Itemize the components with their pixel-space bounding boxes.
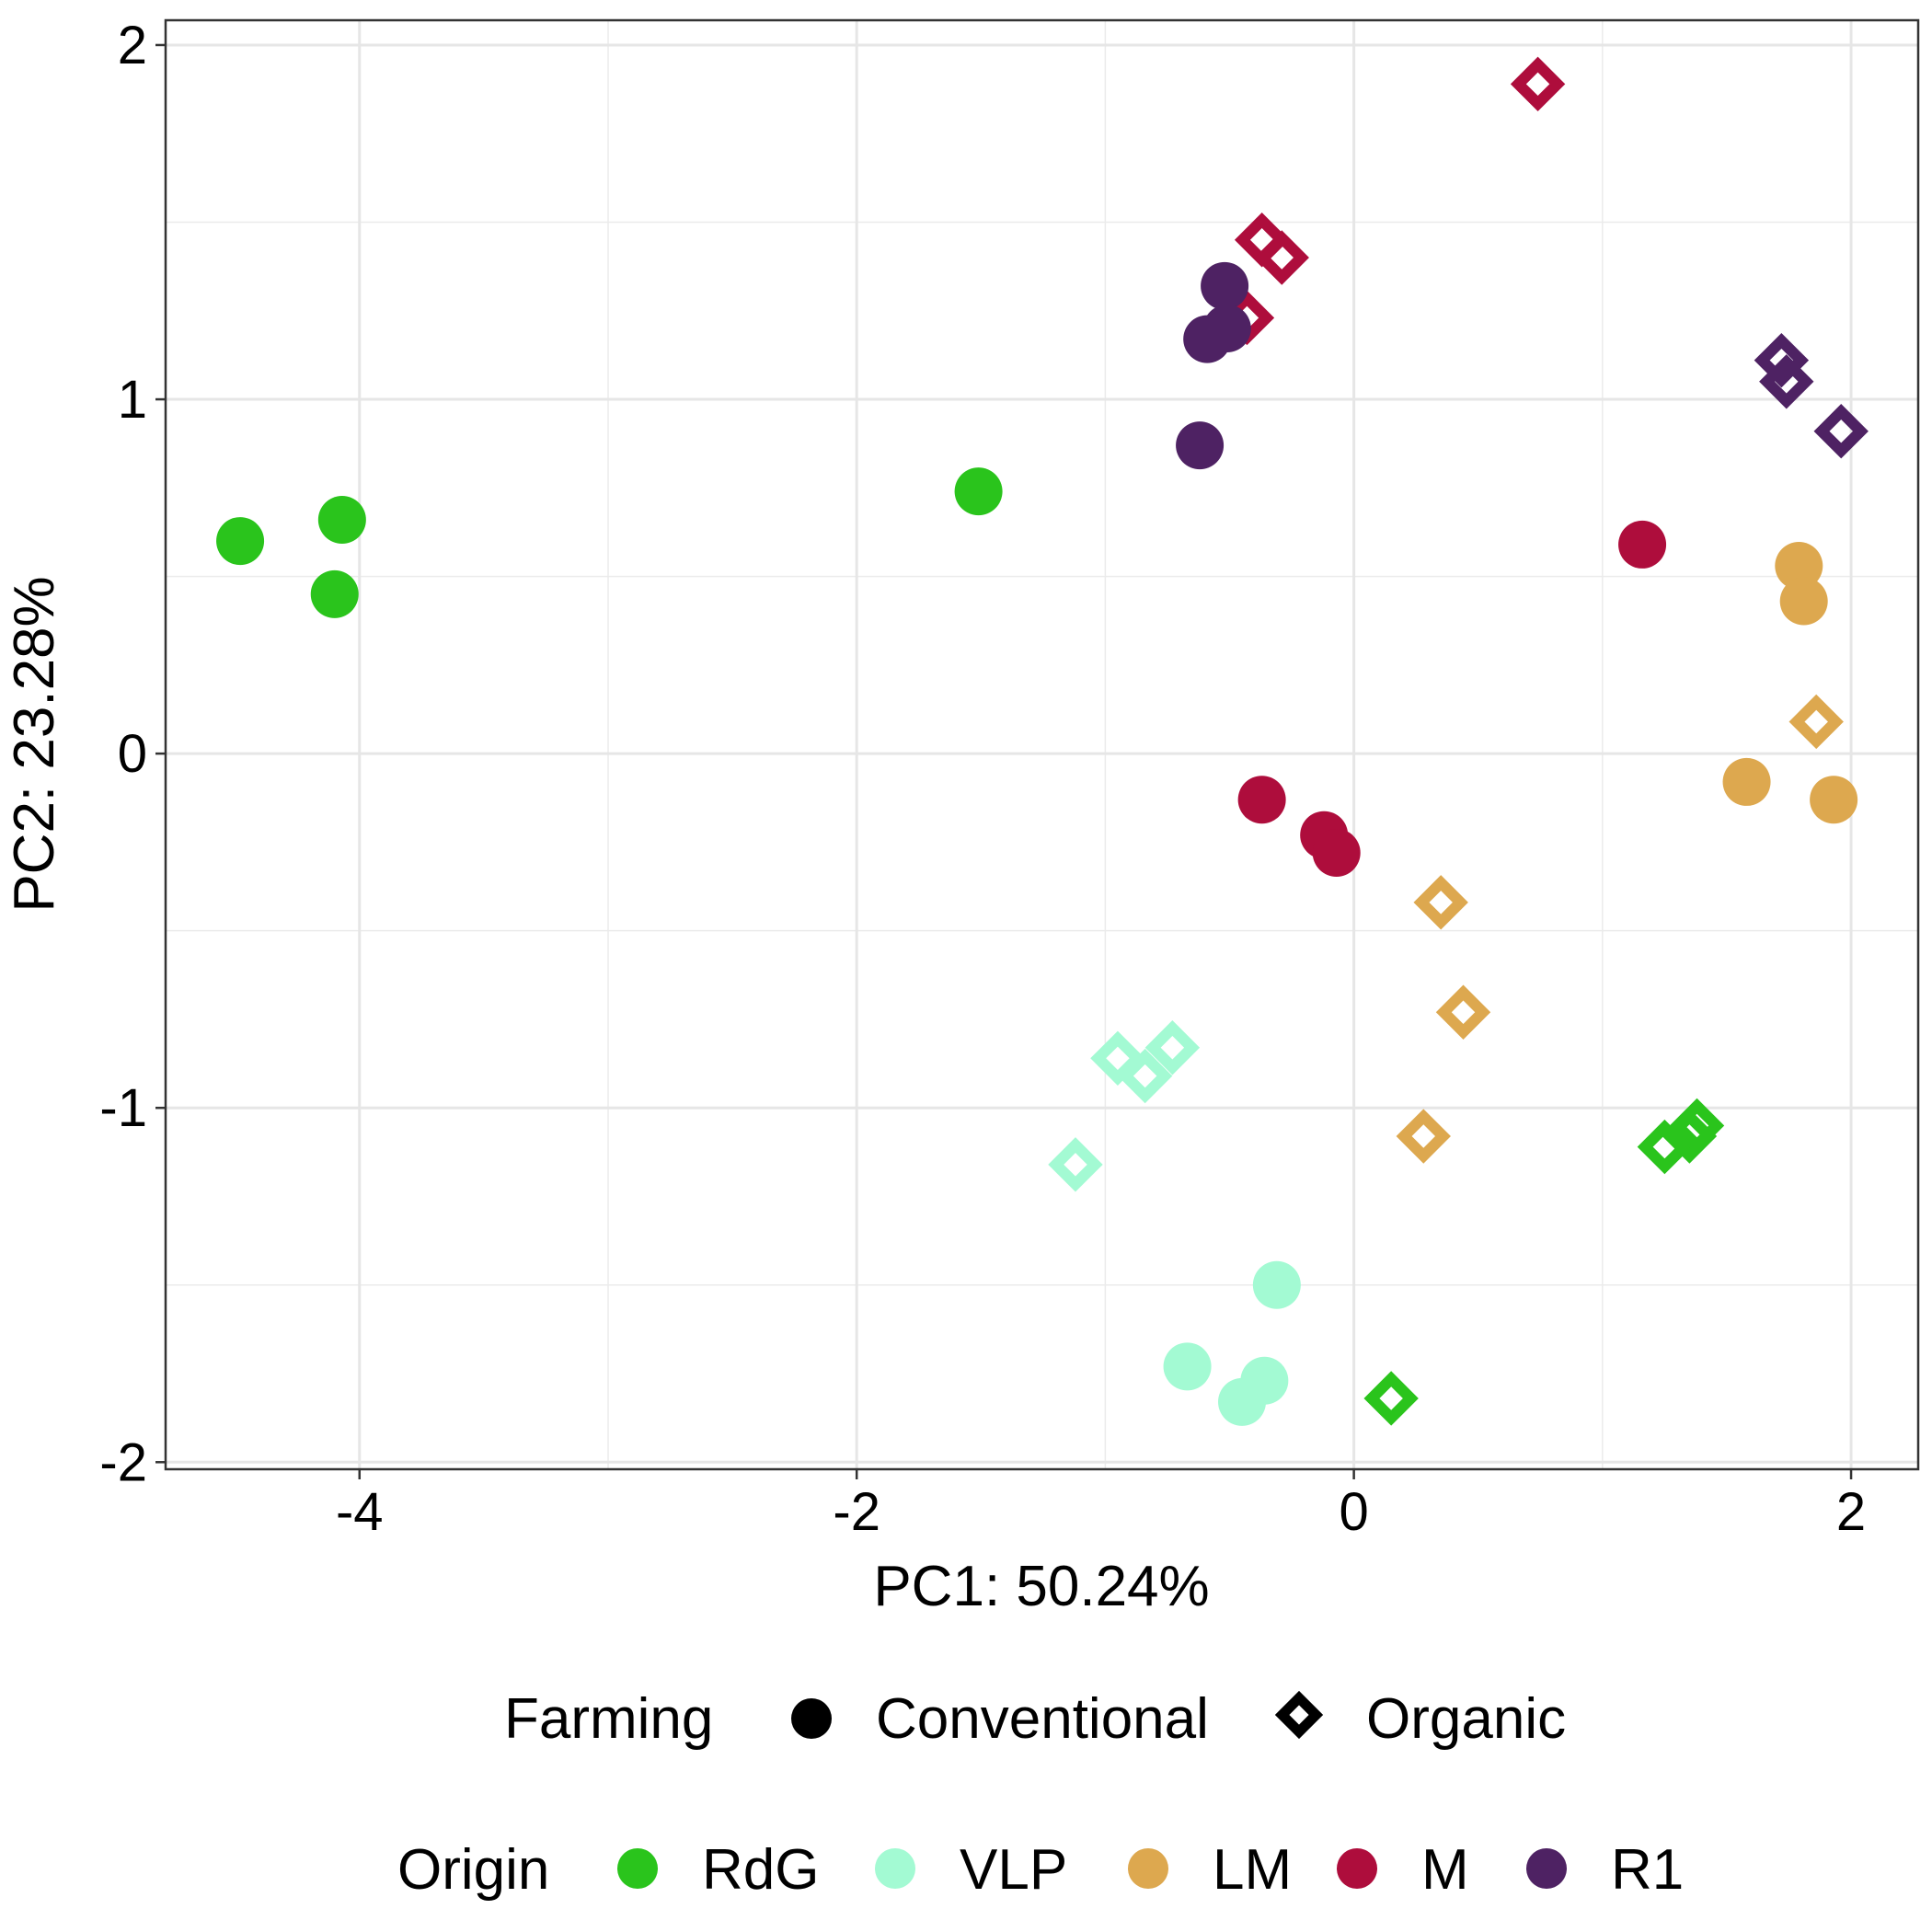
legend-organic-label: Organic xyxy=(1366,1687,1566,1751)
x-tick-label: -2 xyxy=(833,1482,880,1542)
point-m-conventional xyxy=(1312,828,1361,877)
y-tick-label: 1 xyxy=(118,370,147,430)
legend-r1-label: R1 xyxy=(1611,1838,1684,1902)
legend-r1-key xyxy=(1526,1848,1567,1889)
legend-origin: Origin RdG VLP LM M R1 xyxy=(397,1838,1684,1902)
point-m-conventional xyxy=(1237,776,1286,824)
y-axis: -2 -1 0 1 2 xyxy=(99,16,166,1492)
point-lm-conventional xyxy=(1775,542,1823,591)
legend-conventional-label: Conventional xyxy=(876,1687,1209,1751)
point-r1-conventional xyxy=(1183,315,1232,363)
y-tick-label: -2 xyxy=(99,1432,147,1492)
point-m-organic xyxy=(1254,230,1309,285)
grid-major xyxy=(166,20,1918,1469)
legend-origin-title: Origin xyxy=(397,1838,549,1902)
legend-vlp-label: VLP xyxy=(960,1838,1067,1902)
point-vlp-organic xyxy=(1048,1137,1103,1192)
point-lm-conventional xyxy=(1779,577,1828,626)
point-vlp-conventional xyxy=(1252,1260,1301,1309)
legend-m-key xyxy=(1337,1848,1377,1889)
x-tick-label: 2 xyxy=(1836,1482,1866,1542)
point-vlp-conventional xyxy=(1163,1342,1212,1391)
legend-farming: Farming Conventional Organic xyxy=(504,1687,1566,1751)
point-rdg-organic xyxy=(1669,1098,1725,1154)
panel-background xyxy=(166,20,1918,1469)
legend-vlp-key xyxy=(875,1848,915,1889)
point-rdg-conventional xyxy=(216,517,265,566)
legend-organic-key xyxy=(1274,1690,1324,1740)
x-axis: -4 -2 0 2 xyxy=(336,1469,1866,1542)
point-lm-organic xyxy=(1788,694,1844,750)
point-lm-conventional xyxy=(1810,776,1858,824)
y-tick-label: 0 xyxy=(118,724,147,784)
grid-minor xyxy=(166,20,1918,1469)
point-r1-organic xyxy=(1759,354,1814,409)
x-tick-label: -4 xyxy=(336,1482,384,1542)
legend-lm-key xyxy=(1128,1848,1168,1889)
legend-rdg-label: RdG xyxy=(702,1838,819,1902)
legend-conventional-key xyxy=(791,1698,832,1739)
point-r1-organic xyxy=(1813,404,1869,459)
point-lm-organic xyxy=(1413,875,1468,930)
legend-farming-title: Farming xyxy=(504,1687,713,1751)
point-rdg-conventional xyxy=(310,569,359,618)
panel-border xyxy=(164,18,1920,1471)
point-lm-organic xyxy=(1396,1109,1451,1164)
point-rdg-conventional xyxy=(954,467,1003,516)
point-lm-conventional xyxy=(1722,757,1771,806)
x-tick-label: 0 xyxy=(1339,1482,1368,1542)
y-axis-title: PC2: 23.28% xyxy=(3,576,66,912)
x-axis-title: PC1: 50.24% xyxy=(873,1555,1209,1618)
legend-m-label: M xyxy=(1421,1838,1469,1902)
point-vlp-organic xyxy=(1117,1048,1173,1104)
point-vlp-conventional xyxy=(1218,1377,1267,1426)
point-lm-organic xyxy=(1435,984,1491,1040)
point-rdg-organic xyxy=(1363,1371,1419,1426)
point-m-conventional xyxy=(1618,520,1667,569)
point-r1-conventional xyxy=(1176,421,1225,470)
points-layer xyxy=(216,56,1869,1426)
y-tick-label: -1 xyxy=(99,1078,147,1138)
plot-panel xyxy=(164,18,1920,1471)
point-rdg-conventional xyxy=(317,495,366,544)
legend-lm-label: LM xyxy=(1213,1838,1292,1902)
point-r1-conventional xyxy=(1201,261,1249,310)
point-vlp-organic xyxy=(1144,1020,1201,1075)
point-m-organic xyxy=(1510,56,1566,112)
y-tick-label: 2 xyxy=(118,16,147,75)
legend-rdg-key xyxy=(617,1848,658,1889)
